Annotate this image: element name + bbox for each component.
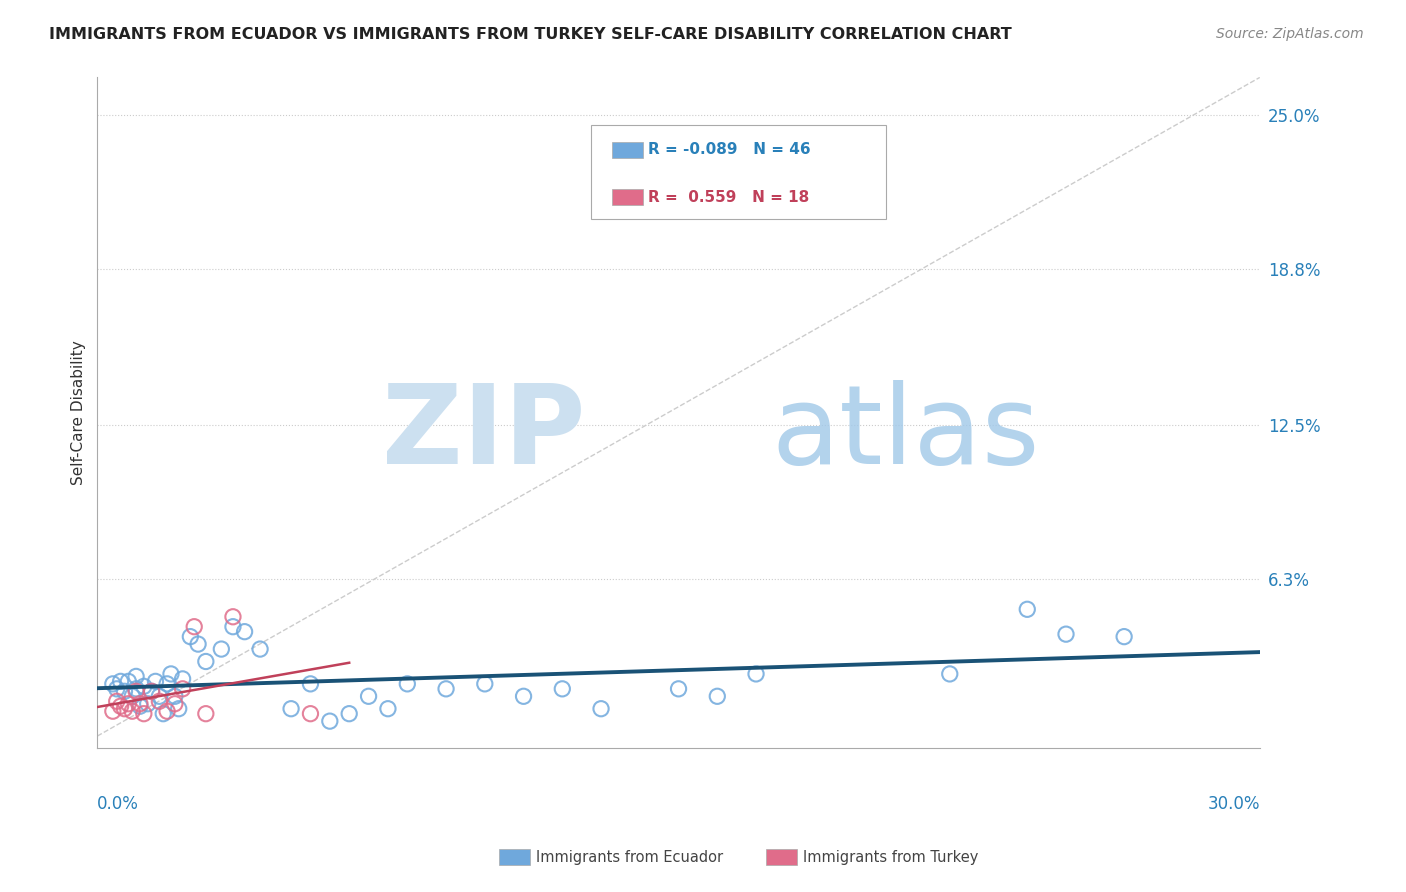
- Point: [222, 609, 245, 624]
- Point: [163, 697, 186, 711]
- Point: [148, 694, 170, 708]
- Point: [357, 690, 380, 704]
- Point: [209, 642, 232, 657]
- Point: [156, 677, 179, 691]
- Point: [1114, 630, 1136, 644]
- Point: [179, 630, 201, 644]
- Point: [377, 702, 399, 716]
- Text: 30.0%: 30.0%: [1208, 796, 1260, 814]
- Point: [280, 702, 302, 716]
- Point: [474, 677, 496, 691]
- Point: [187, 637, 209, 651]
- Point: [132, 679, 155, 693]
- Point: [110, 674, 132, 689]
- Point: [183, 620, 205, 634]
- Text: Immigrants from Turkey: Immigrants from Turkey: [803, 850, 979, 864]
- Point: [125, 669, 148, 683]
- Point: [136, 697, 159, 711]
- Point: [105, 681, 128, 696]
- Point: [194, 706, 217, 721]
- Point: [172, 672, 194, 686]
- Point: [129, 697, 152, 711]
- Point: [299, 706, 322, 721]
- Text: atlas: atlas: [772, 380, 1040, 487]
- Point: [939, 667, 962, 681]
- Point: [110, 699, 132, 714]
- Point: [551, 681, 574, 696]
- Point: [117, 697, 139, 711]
- Point: [249, 642, 271, 657]
- Point: [132, 706, 155, 721]
- Point: [299, 677, 322, 691]
- Point: [156, 704, 179, 718]
- Point: [163, 690, 186, 704]
- Text: IMMIGRANTS FROM ECUADOR VS IMMIGRANTS FROM TURKEY SELF-CARE DISABILITY CORRELATI: IMMIGRANTS FROM ECUADOR VS IMMIGRANTS FR…: [49, 27, 1012, 42]
- Point: [668, 681, 690, 696]
- Point: [101, 677, 124, 691]
- Point: [145, 674, 167, 689]
- Point: [121, 704, 143, 718]
- Point: [121, 690, 143, 704]
- Point: [706, 690, 728, 704]
- Text: R =  0.559   N = 18: R = 0.559 N = 18: [648, 190, 810, 204]
- Point: [167, 702, 190, 716]
- Point: [512, 690, 534, 704]
- Point: [160, 667, 183, 681]
- Point: [1017, 602, 1039, 616]
- Point: [148, 690, 170, 704]
- Point: [745, 667, 768, 681]
- Text: ZIP: ZIP: [382, 380, 585, 487]
- Point: [101, 704, 124, 718]
- Point: [114, 702, 136, 716]
- Point: [125, 681, 148, 696]
- Point: [141, 684, 163, 698]
- Point: [105, 694, 128, 708]
- Y-axis label: Self-Care Disability: Self-Care Disability: [72, 341, 86, 485]
- Point: [396, 677, 419, 691]
- Text: R = -0.089   N = 46: R = -0.089 N = 46: [648, 143, 811, 157]
- Text: Immigrants from Ecuador: Immigrants from Ecuador: [536, 850, 723, 864]
- Point: [434, 681, 457, 696]
- Point: [337, 706, 360, 721]
- Point: [117, 674, 139, 689]
- Point: [222, 620, 245, 634]
- Point: [233, 624, 256, 639]
- Point: [589, 702, 612, 716]
- Point: [141, 684, 163, 698]
- Point: [172, 681, 194, 696]
- Point: [319, 714, 342, 728]
- Point: [129, 699, 152, 714]
- Point: [125, 684, 148, 698]
- Point: [194, 655, 217, 669]
- Point: [1054, 627, 1077, 641]
- Point: [152, 706, 174, 721]
- Text: 0.0%: 0.0%: [97, 796, 139, 814]
- Point: [114, 684, 136, 698]
- Text: Source: ZipAtlas.com: Source: ZipAtlas.com: [1216, 27, 1364, 41]
